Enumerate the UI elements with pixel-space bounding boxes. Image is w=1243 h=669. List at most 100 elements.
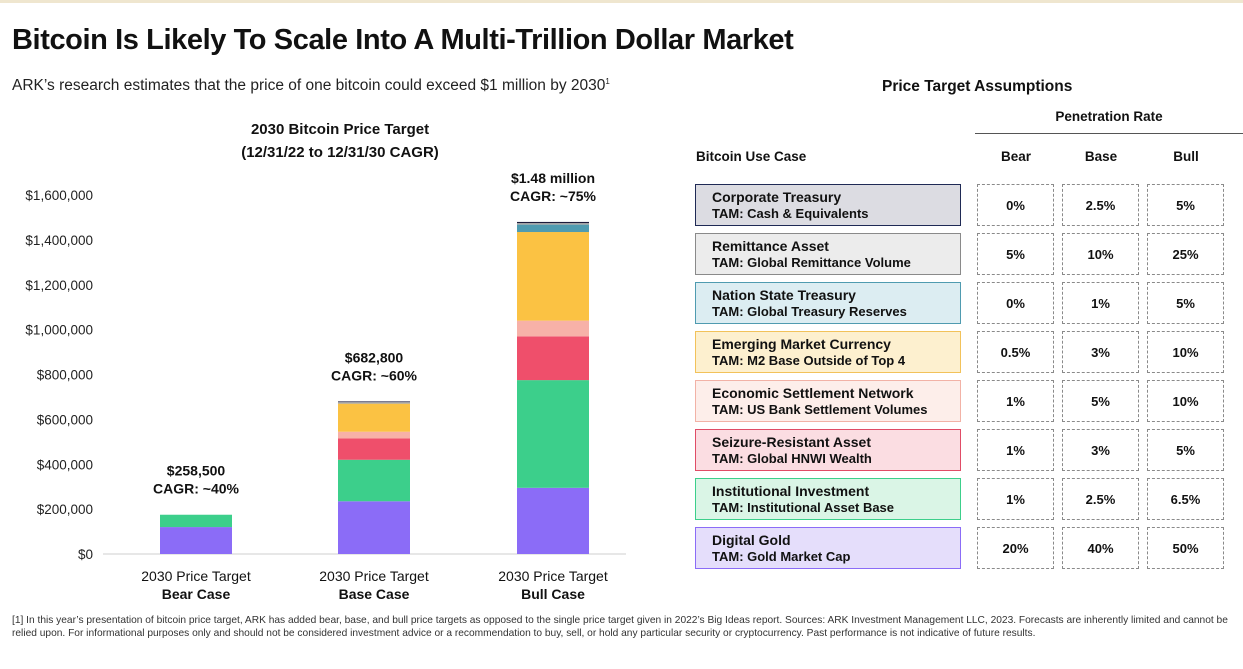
use-case-cell: Seizure-Resistant Asset TAM: Global HNWI …	[695, 429, 961, 471]
y-tick-label: $1,000,000	[25, 323, 93, 338]
y-tick-label: $800,000	[37, 368, 93, 383]
bar-segment	[517, 380, 589, 488]
penetration-value-cell: 50%	[1147, 527, 1224, 569]
use-case-cell: Digital Gold TAM: Gold Market Cap	[695, 527, 961, 569]
penetration-value-cell: 2.5%	[1062, 478, 1139, 520]
bar-segment	[338, 431, 410, 439]
use-case-name: Corporate Treasury	[712, 189, 842, 205]
penetration-value-cell: 10%	[1147, 331, 1224, 373]
penetration-rate-header: Penetration Rate	[1055, 109, 1163, 124]
column-header-bull: Bull	[1173, 149, 1199, 164]
penetration-value-cell: 5%	[1147, 282, 1224, 324]
penetration-rate-rule	[975, 133, 1243, 134]
use-case-tam: TAM: M2 Base Outside of Top 4	[712, 353, 906, 368]
chart-title: 2030 Bitcoin Price Target (12/31/22 to 1…	[210, 118, 470, 164]
footnote: [1] In this year’s presentation of bitco…	[12, 615, 1228, 639]
penetration-value-cell: 3%	[1062, 429, 1139, 471]
use-case-tam: TAM: Institutional Asset Base	[712, 500, 895, 515]
penetration-value-cell: 0.5%	[977, 331, 1054, 373]
x-tick-label: 2030 Price Target	[498, 568, 608, 584]
bar-segment	[517, 487, 589, 554]
use-case-tam: TAM: Global Remittance Volume	[712, 255, 911, 270]
y-tick-label: $400,000	[37, 457, 93, 472]
bar-segment	[338, 401, 410, 403]
bar-value-label: $1.48 million	[511, 170, 595, 186]
use-case-name: Economic Settlement Network	[712, 385, 914, 401]
use-case-tam: TAM: Cash & Equivalents	[712, 206, 869, 221]
use-case-cell: Nation State Treasury TAM: Global Treasur…	[695, 282, 961, 324]
bar-segment	[338, 402, 410, 404]
penetration-value-cell: 0%	[977, 282, 1054, 324]
use-case-header: Bitcoin Use Case	[696, 149, 807, 164]
use-case-cell: Remittance Asset TAM: Global Remittance V…	[695, 233, 961, 275]
use-case-name: Nation State Treasury	[712, 287, 856, 303]
y-tick-label: $1,200,000	[25, 278, 93, 293]
use-case-name: Institutional Investment	[712, 483, 870, 499]
penetration-value-cell: 5%	[1147, 184, 1224, 226]
page-subtitle: ARK’s research estimates that the price …	[12, 77, 610, 95]
penetration-value-cell: 3%	[1062, 331, 1139, 373]
bar-segment	[517, 221, 589, 224]
table-title: Price Target Assumptions	[882, 78, 1073, 95]
x-tick-label-case: Bull Case	[521, 586, 585, 602]
bar-segment	[517, 232, 589, 321]
penetration-value-cell: 1%	[1062, 282, 1139, 324]
y-tick-label: $200,000	[37, 502, 93, 517]
penetration-value-cell: 1%	[977, 429, 1054, 471]
bar-segment	[338, 459, 410, 502]
bar-segment	[517, 320, 589, 337]
penetration-value-cell: 6.5%	[1147, 478, 1224, 520]
page-title: Bitcoin Is Likely To Scale Into A Multi-…	[12, 24, 794, 56]
bar-segment	[160, 527, 232, 554]
bar-segment	[517, 224, 589, 233]
subtitle-text: ARK’s research estimates that the price …	[12, 77, 606, 95]
penetration-value-cell: 2.5%	[1062, 184, 1139, 226]
bar-segment	[517, 336, 589, 381]
bar-cagr-label: CAGR: ~40%	[153, 481, 240, 497]
use-case-name: Seizure-Resistant Asset	[712, 434, 871, 450]
penetration-value-cell: 0%	[977, 184, 1054, 226]
subtitle-footnote-marker: 1	[605, 77, 610, 86]
penetration-value-cell: 5%	[977, 233, 1054, 275]
bar-segment	[517, 223, 589, 225]
x-tick-label: 2030 Price Target	[319, 568, 429, 584]
penetration-value-cell: 1%	[977, 478, 1054, 520]
use-case-tam: TAM: Global HNWI Wealth	[712, 451, 872, 466]
bar-value-label: $682,800	[345, 349, 404, 365]
x-tick-label: 2030 Price Target	[141, 568, 251, 584]
use-case-tam: TAM: Global Treasury Reserves	[712, 304, 907, 319]
penetration-value-cell: 5%	[1147, 429, 1224, 471]
top-rule	[0, 0, 1243, 3]
use-case-cell: Emerging Market Currency TAM: M2 Base Out…	[695, 331, 961, 373]
penetration-value-cell: 20%	[977, 527, 1054, 569]
bar-cagr-label: CAGR: ~60%	[331, 367, 418, 383]
use-case-name: Remittance Asset	[712, 238, 829, 254]
column-header-base: Base	[1084, 149, 1118, 164]
use-case-name: Digital Gold	[712, 532, 791, 548]
x-tick-label-case: Bear Case	[162, 586, 231, 602]
penetration-value-cell: 25%	[1147, 233, 1224, 275]
bar-cagr-label: CAGR: ~75%	[510, 188, 597, 204]
y-tick-label: $600,000	[37, 412, 93, 427]
bar-segment	[160, 514, 232, 528]
bar-segment	[338, 438, 410, 460]
x-tick-label-case: Base Case	[339, 586, 410, 602]
use-case-cell: Economic Settlement Network TAM: US Bank …	[695, 380, 961, 422]
penetration-value-cell: 10%	[1062, 233, 1139, 275]
price-target-chart: $0 $200,000 $400,000 $600,000 $800,000 $1,000…	[25, 170, 626, 602]
use-case-cell: Corporate Treasury TAM: Cash & Equivalent…	[695, 184, 961, 226]
bar-segment	[338, 403, 410, 432]
chart-title-line1: 2030 Bitcoin Price Target	[250, 121, 430, 138]
chart-title-line2: (12/31/22 to 12/31/30 CAGR)	[241, 144, 439, 161]
use-case-name: Emerging Market Currency	[712, 336, 891, 352]
penetration-value-cell: 5%	[1062, 380, 1139, 422]
y-tick-label: $1,400,000	[25, 233, 93, 248]
column-header-bear: Bear	[1000, 149, 1032, 164]
use-case-tam: TAM: US Bank Settlement Volumes	[712, 402, 928, 417]
use-case-cell: Institutional Investment TAM: Institution…	[695, 478, 961, 520]
y-tick-label: $0	[78, 547, 93, 562]
penetration-value-cell: 40%	[1062, 527, 1139, 569]
bar-value-label: $258,500	[167, 463, 226, 479]
bar-segment	[338, 501, 410, 554]
y-tick-label: $1,600,000	[25, 188, 93, 203]
